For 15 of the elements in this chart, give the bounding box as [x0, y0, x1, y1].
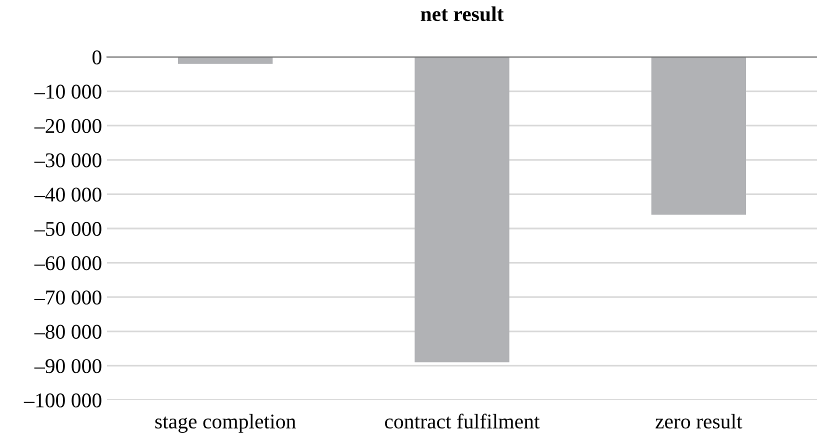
y-tick-label: –20 000: [34, 118, 102, 134]
x-tick-label: contract fulfilment: [384, 414, 540, 429]
y-tick-label: –60 000: [34, 256, 102, 270]
y-tick-label: –30 000: [34, 153, 102, 168]
y-tick-label: –100 000: [24, 393, 102, 408]
y-tick-label: –10 000: [34, 84, 102, 99]
x-tick-label: zero result: [656, 414, 742, 429]
y-tick-label: –50 000: [34, 222, 102, 236]
y-tick-label: –80 000: [34, 324, 102, 339]
y-tick-label: 0: [92, 50, 102, 64]
y-tick-label: –90 000: [34, 359, 102, 374]
y-tick-label: –70 000: [34, 290, 102, 305]
chart-title: net result: [420, 6, 504, 22]
x-tick-label: stage completion: [155, 414, 296, 433]
y-tick-label: –40 000: [34, 188, 102, 202]
